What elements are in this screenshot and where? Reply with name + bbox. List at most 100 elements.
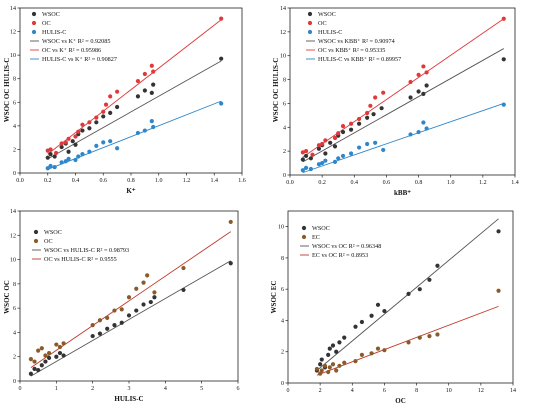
data-point bbox=[115, 104, 120, 110]
y-tick-label: 10 bbox=[280, 54, 286, 60]
data-point bbox=[382, 308, 387, 314]
data-point bbox=[54, 354, 59, 359]
data-point bbox=[219, 101, 224, 106]
y-axis-title: WSOC OC HULIS-C bbox=[272, 58, 280, 123]
fit-line bbox=[30, 260, 231, 377]
x-tick-label: 6 bbox=[237, 386, 240, 392]
data-point bbox=[365, 115, 370, 120]
data-point bbox=[337, 340, 342, 345]
data-point bbox=[32, 366, 37, 371]
data-point bbox=[134, 308, 139, 313]
data-point bbox=[45, 166, 50, 171]
data-point bbox=[66, 136, 71, 141]
data-point bbox=[340, 123, 346, 129]
data-point bbox=[142, 88, 147, 93]
data-point bbox=[318, 371, 323, 376]
data-point bbox=[105, 315, 110, 320]
data-point bbox=[359, 319, 365, 325]
data-point bbox=[70, 139, 75, 144]
data-point bbox=[228, 219, 233, 225]
x-tick-label: 1.0 bbox=[447, 180, 455, 186]
x-tick-label: 0.4 bbox=[72, 178, 80, 184]
data-point bbox=[141, 280, 146, 285]
y-tick-label: 2 bbox=[281, 350, 284, 356]
panel-wsoc-ec-vs-oc: 0 2 4 6 8 10 12 14 0 2 4 6 8 10 OC WSOC EC WSOC EC WSOC vs… bbox=[270, 210, 516, 405]
data-point bbox=[327, 346, 332, 351]
data-point bbox=[316, 162, 322, 167]
y-tick-label: 0 bbox=[283, 173, 286, 179]
y-tick-label: 14 bbox=[10, 209, 16, 215]
data-point bbox=[181, 265, 186, 271]
y-tick-label: 10 bbox=[10, 258, 16, 264]
data-point bbox=[90, 333, 95, 339]
data-point bbox=[368, 103, 373, 108]
x-tick-label: 4 bbox=[351, 388, 354, 394]
y-tick-label: 4 bbox=[13, 124, 16, 130]
data-point bbox=[45, 155, 50, 160]
x-tick-label: 0.2 bbox=[318, 180, 326, 186]
y-tick-label: 8 bbox=[281, 256, 284, 262]
data-point bbox=[327, 365, 332, 370]
y-tick-label: 0 bbox=[281, 381, 284, 387]
fit-line bbox=[302, 48, 504, 163]
x-tick-label: 0 bbox=[19, 386, 22, 392]
data-point bbox=[365, 110, 370, 116]
plot-frame bbox=[289, 7, 516, 176]
data-point bbox=[28, 357, 33, 362]
data-point bbox=[371, 112, 376, 117]
data-point bbox=[427, 333, 432, 339]
data-point bbox=[66, 149, 71, 154]
data-point bbox=[427, 277, 432, 282]
data-point bbox=[87, 126, 92, 131]
data-point bbox=[219, 56, 224, 61]
legend-fit-label: WSOC vs HULIS-C R² = 0.98793 bbox=[44, 247, 129, 254]
data-point bbox=[308, 156, 313, 161]
data-point bbox=[73, 142, 78, 147]
y-tick-label: 6 bbox=[13, 100, 16, 106]
data-point bbox=[181, 287, 186, 293]
data-point bbox=[337, 363, 342, 368]
fit-line bbox=[47, 100, 222, 170]
data-point bbox=[421, 91, 426, 96]
legend-fit-label: HULIS-C vs K⁺ R² = 0.90827 bbox=[42, 56, 117, 63]
data-point bbox=[48, 147, 53, 152]
data-point bbox=[334, 349, 339, 354]
data-point bbox=[435, 263, 440, 268]
x-axis-title: OC bbox=[395, 397, 406, 405]
data-point bbox=[353, 324, 358, 329]
x-tick-label: 0.8 bbox=[127, 178, 135, 184]
data-point bbox=[501, 102, 506, 107]
data-point bbox=[94, 120, 99, 125]
x-tick-label: 0 bbox=[287, 388, 290, 394]
data-point bbox=[328, 140, 333, 145]
data-point bbox=[28, 371, 33, 376]
x-tick-label: 4 bbox=[164, 386, 167, 392]
data-point bbox=[303, 153, 309, 159]
data-point bbox=[300, 150, 305, 155]
x-tick-label: 10 bbox=[446, 388, 452, 394]
data-point bbox=[103, 102, 109, 107]
data-point bbox=[408, 79, 413, 85]
data-point bbox=[320, 160, 325, 166]
legend-label: OC bbox=[44, 238, 53, 245]
data-point bbox=[63, 140, 68, 145]
data-point bbox=[381, 147, 386, 153]
data-point bbox=[52, 154, 57, 159]
data-point bbox=[36, 367, 41, 373]
data-point bbox=[54, 342, 59, 347]
y-axis-title: WSOC OC bbox=[3, 280, 11, 314]
data-point bbox=[80, 128, 85, 133]
data-point bbox=[496, 288, 501, 293]
data-point bbox=[149, 63, 154, 68]
legend-label: EC bbox=[312, 234, 320, 241]
data-point bbox=[310, 152, 315, 157]
data-point bbox=[348, 121, 354, 126]
data-point bbox=[340, 153, 346, 159]
data-point bbox=[59, 141, 64, 146]
data-point bbox=[303, 165, 309, 170]
data-point bbox=[326, 352, 331, 357]
data-point bbox=[94, 115, 99, 120]
data-point bbox=[219, 16, 224, 21]
data-point bbox=[126, 313, 132, 318]
